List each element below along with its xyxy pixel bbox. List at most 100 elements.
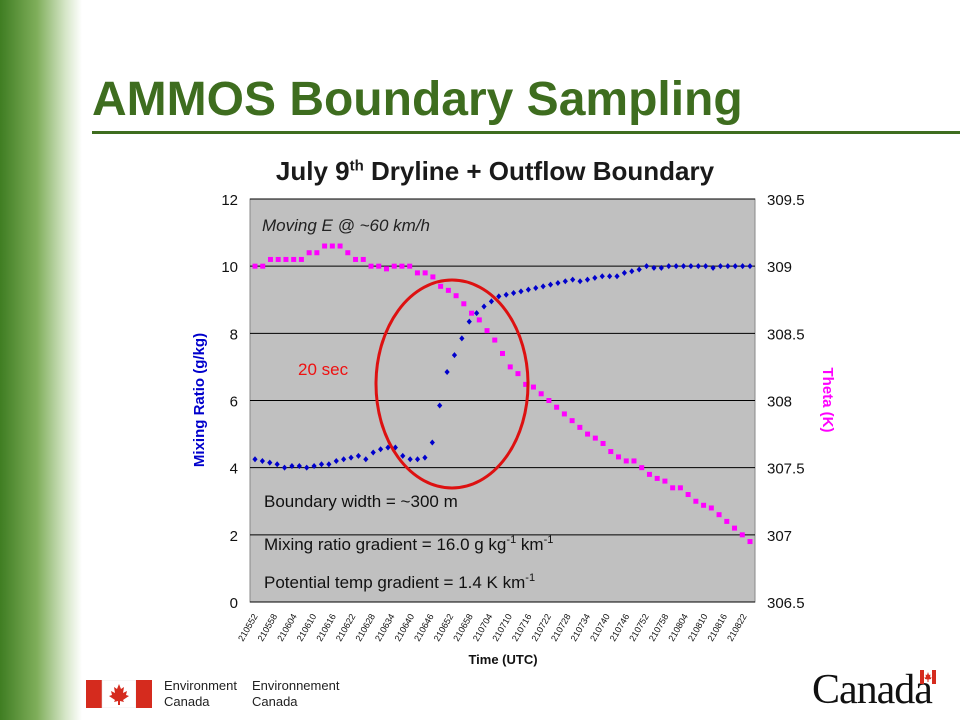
left-tick-label: 10 xyxy=(221,259,238,276)
mixing-ratio-point xyxy=(444,368,450,375)
theta-point xyxy=(616,454,622,460)
mr-gradient-mid: km xyxy=(516,535,543,554)
left-tick-label: 6 xyxy=(230,394,238,411)
mixing-ratio-point xyxy=(599,273,605,280)
theta-point xyxy=(291,256,297,262)
title-underline xyxy=(92,131,960,134)
mixing-ratio-point xyxy=(570,276,576,283)
theta-point xyxy=(322,243,328,249)
theta-point xyxy=(716,512,722,518)
mixing-ratio-point xyxy=(326,461,332,468)
theta-point xyxy=(592,435,598,441)
mixing-ratio-point xyxy=(370,449,376,456)
theta-point xyxy=(414,270,420,276)
mixing-ratio-point xyxy=(740,263,746,270)
theta-point xyxy=(383,266,389,272)
mixing-ratio-point xyxy=(414,456,421,463)
theta-point xyxy=(732,525,738,531)
theta-point xyxy=(631,458,637,464)
x-axis-ticks: 2105522105582106042106102106162106222106… xyxy=(236,612,749,643)
left-tick-label: 12 xyxy=(221,192,238,209)
pt-gradient-text: Potential temp gradient = 1.4 K km xyxy=(264,573,525,592)
theta-point xyxy=(693,498,699,504)
dept-name-french: Environnement Canada xyxy=(252,678,339,710)
theta-point xyxy=(654,475,660,481)
mixing-ratio-point xyxy=(488,298,495,305)
mixing-ratio-point xyxy=(281,464,288,471)
theta-point xyxy=(337,243,343,249)
theta-point xyxy=(267,256,273,262)
theta-point xyxy=(283,256,289,262)
right-axis-label: Theta (K) xyxy=(819,368,836,433)
mixing-ratio-point xyxy=(429,439,435,446)
right-axis-ticks: 306.5 307 307.5 308 308.5 309 309.5 xyxy=(767,192,805,612)
mixing-ratio-point xyxy=(407,456,413,463)
mixing-ratio-point xyxy=(377,446,384,453)
left-axis-ticks: 0 2 4 6 8 10 12 xyxy=(221,192,238,612)
annotation-boundary-width: Boundary width = ~300 m xyxy=(264,492,458,511)
mixing-ratio-point xyxy=(555,279,561,286)
theta-point xyxy=(314,250,320,256)
theta-point xyxy=(391,263,397,269)
mixing-ratio-point xyxy=(392,444,398,451)
mixing-ratio-point xyxy=(629,268,635,275)
left-axis-label: Mixing Ratio (g/kg) xyxy=(191,333,208,467)
mixing-ratio-point xyxy=(459,335,465,342)
side-gradient-bar xyxy=(0,0,82,720)
annotation-20sec: 20 sec xyxy=(298,360,349,379)
theta-point xyxy=(353,256,359,262)
right-tick-label: 309.5 xyxy=(767,192,805,209)
theta-point xyxy=(739,532,745,538)
theta-point xyxy=(360,256,366,262)
mixing-ratio-series xyxy=(252,263,753,471)
theta-point xyxy=(376,263,382,269)
x-axis-label: Time (UTC) xyxy=(468,652,537,667)
mixing-ratio-point xyxy=(703,263,709,270)
theta-point xyxy=(677,485,683,491)
theta-point xyxy=(585,431,591,437)
right-tick-label: 307 xyxy=(767,528,792,545)
theta-point xyxy=(298,256,304,262)
theta-point xyxy=(252,263,258,269)
mixing-ratio-point xyxy=(348,454,354,461)
canada-wordmark: Canada xyxy=(812,667,933,713)
theta-point xyxy=(577,424,583,430)
right-tick-label: 308.5 xyxy=(767,326,805,343)
dept-fr-line2: Canada xyxy=(252,694,298,709)
mixing-ratio-point xyxy=(540,283,546,290)
mixing-ratio-point xyxy=(496,293,502,300)
mixing-ratio-point xyxy=(259,457,265,464)
theta-point xyxy=(538,391,544,397)
mixing-ratio-point xyxy=(363,456,369,463)
theta-point xyxy=(453,293,459,299)
right-tick-label: 309 xyxy=(767,259,792,276)
theta-point xyxy=(492,337,498,343)
left-tick-label: 0 xyxy=(230,595,238,612)
theta-point xyxy=(724,518,730,524)
x-tick-label: 210822 xyxy=(725,612,749,643)
dept-fr-line1: Environnement xyxy=(252,678,340,693)
left-tick-label: 8 xyxy=(230,326,238,343)
mixing-ratio-point xyxy=(474,310,480,317)
mixing-ratio-point xyxy=(274,461,280,468)
theta-point xyxy=(407,263,413,269)
theta-point xyxy=(260,263,266,269)
mixing-ratio-point xyxy=(311,462,317,469)
mixing-ratio-point xyxy=(385,444,391,451)
theta-point xyxy=(670,485,676,491)
mixing-ratio-point xyxy=(318,461,325,468)
mixing-ratio-point xyxy=(666,263,672,270)
theta-point xyxy=(646,471,652,477)
mixing-ratio-point xyxy=(688,263,694,270)
mixing-ratio-point xyxy=(289,462,295,469)
mixing-ratio-point xyxy=(333,457,339,464)
mixing-ratio-point xyxy=(422,454,428,461)
mixing-ratio-point xyxy=(481,303,487,310)
theta-point xyxy=(554,404,560,410)
mixing-ratio-point xyxy=(510,290,517,297)
right-tick-label: 308 xyxy=(767,394,792,411)
mixing-ratio-point xyxy=(592,274,598,281)
right-tick-label: 306.5 xyxy=(767,595,805,612)
mixing-ratio-point xyxy=(400,452,406,459)
theta-point xyxy=(445,287,451,293)
